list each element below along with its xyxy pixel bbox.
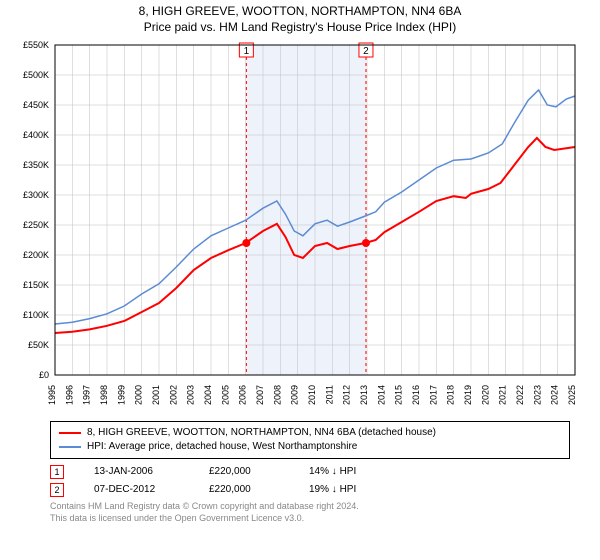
svg-text:£450K: £450K [23,100,49,110]
event-marker-1: 1 [50,465,64,479]
event-row-1: 1 13-JAN-2006 £220,000 14% ↓ HPI [50,463,570,481]
svg-text:2023: 2023 [532,385,542,405]
svg-text:2024: 2024 [550,385,560,405]
svg-text:2002: 2002 [168,385,178,405]
chart-area: £0 £50K £100K £150K £200K £250K £300K £350K £400… [0,35,600,415]
svg-text:2021: 2021 [498,385,508,405]
event-marker-2: 2 [50,483,64,497]
event-price-1: £220,000 [209,463,279,481]
legend-label-property: 8, HIGH GREEVE, WOOTTON, NORTHAMPTON, NN… [87,426,436,440]
svg-text:2013: 2013 [359,385,369,405]
svg-text:2012: 2012 [342,385,352,405]
svg-text:2011: 2011 [324,385,334,404]
svg-text:£100K: £100K [23,310,49,320]
title-line-1: 8, HIGH GREEVE, WOOTTON, NORTHAMPTON, NN… [0,4,600,20]
svg-text:2017: 2017 [428,385,438,405]
footer-note: Contains HM Land Registry data © Crown c… [50,501,570,524]
svg-text:1995: 1995 [47,385,57,405]
legend-row-hpi: HPI: Average price, detached house, West… [59,440,561,454]
svg-text:£300K: £300K [23,190,49,200]
svg-text:2007: 2007 [255,385,265,405]
svg-text:2003: 2003 [186,385,196,405]
legend-label-hpi: HPI: Average price, detached house, West… [87,440,357,454]
svg-text:2006: 2006 [238,385,248,405]
title-line-2: Price paid vs. HM Land Registry's House … [0,20,600,36]
event-delta-1: 14% ↓ HPI [309,463,399,481]
svg-text:2004: 2004 [203,385,213,405]
chart-svg: £0 £50K £100K £150K £200K £250K £300K £350K £400… [0,35,600,415]
event-delta-2: 19% ↓ HPI [309,481,399,499]
event-row-2: 2 07-DEC-2012 £220,000 19% ↓ HPI [50,481,570,499]
legend-swatch-property [59,432,81,434]
footer-line-2: This data is licensed under the Open Gov… [50,513,570,525]
svg-text:£50K: £50K [28,340,49,350]
legend-row-property: 8, HIGH GREEVE, WOOTTON, NORTHAMPTON, NN… [59,426,561,440]
svg-text:2025: 2025 [567,385,577,405]
svg-text:£400K: £400K [23,130,49,140]
svg-text:1: 1 [244,46,250,57]
svg-text:£550K: £550K [23,40,49,50]
events-block: 1 13-JAN-2006 £220,000 14% ↓ HPI 2 07-DE… [50,463,570,499]
svg-text:2015: 2015 [394,385,404,405]
event-date-2: 07-DEC-2012 [94,481,179,499]
svg-text:2018: 2018 [446,385,456,405]
svg-text:2022: 2022 [515,385,525,405]
svg-text:1999: 1999 [116,385,126,405]
svg-text:2016: 2016 [411,385,421,405]
svg-text:2: 2 [363,46,369,57]
svg-text:£350K: £350K [23,160,49,170]
footer-line-1: Contains HM Land Registry data © Crown c… [50,501,570,513]
svg-text:£0: £0 [39,370,49,380]
svg-text:1997: 1997 [82,385,92,405]
svg-text:£250K: £250K [23,220,49,230]
svg-text:2019: 2019 [463,385,473,405]
chart-container: 8, HIGH GREEVE, WOOTTON, NORTHAMPTON, NN… [0,0,600,560]
svg-text:1996: 1996 [64,385,74,405]
svg-text:2001: 2001 [151,385,161,405]
legend-swatch-hpi [59,446,81,448]
svg-text:2009: 2009 [290,385,300,405]
svg-text:2005: 2005 [220,385,230,405]
svg-text:2008: 2008 [272,385,282,405]
legend-box: 8, HIGH GREEVE, WOOTTON, NORTHAMPTON, NN… [50,421,570,459]
title-block: 8, HIGH GREEVE, WOOTTON, NORTHAMPTON, NN… [0,0,600,35]
event-date-1: 13-JAN-2006 [94,463,179,481]
svg-text:2000: 2000 [134,385,144,405]
svg-text:2014: 2014 [376,385,386,405]
svg-text:£200K: £200K [23,250,49,260]
svg-text:£500K: £500K [23,70,49,80]
event-price-2: £220,000 [209,481,279,499]
svg-text:£150K: £150K [23,280,49,290]
svg-text:1998: 1998 [99,385,109,405]
svg-text:2010: 2010 [307,385,317,405]
svg-text:2020: 2020 [480,385,490,405]
